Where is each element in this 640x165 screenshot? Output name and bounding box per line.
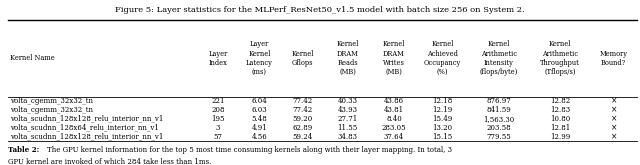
Text: 12.18: 12.18 [433,97,452,105]
Text: 10.80: 10.80 [550,115,570,123]
Text: 12.83: 12.83 [550,106,570,114]
Text: 43.86: 43.86 [384,97,404,105]
Text: 59.20: 59.20 [292,115,313,123]
Text: 43.93: 43.93 [338,106,358,114]
Text: Kernel Name: Kernel Name [10,54,54,62]
Text: 203.58: 203.58 [486,124,511,132]
Text: 1,563.30: 1,563.30 [483,115,514,123]
Text: 4.91: 4.91 [252,124,268,132]
Text: Kernel
Gflops: Kernel Gflops [292,50,314,67]
Text: volta_scudnn_128x64_relu_interior_nn_v1: volta_scudnn_128x64_relu_interior_nn_v1 [10,124,159,132]
Text: volta_cgemm_32x32_tn: volta_cgemm_32x32_tn [10,106,93,114]
Text: Figure 5: Layer statistics for the MLPerf_ResNet50_v1.5 model with batch size 25: Figure 5: Layer statistics for the MLPer… [115,6,525,14]
Text: 15.49: 15.49 [433,115,452,123]
Text: 6.03: 6.03 [252,106,268,114]
Text: 8.40: 8.40 [386,115,402,123]
Text: 15.15: 15.15 [433,133,452,141]
Text: 11.55: 11.55 [337,124,358,132]
Text: 195: 195 [211,115,225,123]
Text: 37.64: 37.64 [384,133,404,141]
Text: The GPU kernel information for the top 5 most time consuming kernels along with : The GPU kernel information for the top 5… [47,146,452,154]
Text: $\times$: $\times$ [610,123,618,132]
Text: volta_cgemm_32x32_tn: volta_cgemm_32x32_tn [10,97,93,105]
Text: 12.99: 12.99 [550,133,570,141]
Text: 12.82: 12.82 [550,97,570,105]
Text: $\times$: $\times$ [610,114,618,124]
Text: 4.56: 4.56 [252,133,268,141]
Text: 43.81: 43.81 [384,106,404,114]
Text: Layer
Index: Layer Index [209,50,228,67]
Text: $\times$: $\times$ [610,105,618,115]
Text: 13.20: 13.20 [433,124,452,132]
Text: 40.33: 40.33 [338,97,358,105]
Text: 34.83: 34.83 [338,133,358,141]
Text: 62.89: 62.89 [292,124,313,132]
Text: 77.42: 77.42 [292,97,313,105]
Text: 12.19: 12.19 [433,106,452,114]
Text: 841.59: 841.59 [486,106,511,114]
Text: Memory
Bound?: Memory Bound? [600,50,628,67]
Text: Kernel
DRAM
Reads
(MB): Kernel DRAM Reads (MB) [337,40,359,76]
Text: 208: 208 [211,106,225,114]
Text: 77.42: 77.42 [292,106,313,114]
Text: 5.48: 5.48 [252,115,268,123]
Text: GPU kernel are invoked of which 284 take less than 1ms.: GPU kernel are invoked of which 284 take… [8,158,211,165]
Text: $\times$: $\times$ [610,96,618,106]
Text: 12.81: 12.81 [550,124,570,132]
Text: Kernel
DRAM
Writes
(MB): Kernel DRAM Writes (MB) [383,40,405,76]
Text: volta_scudnn_128x128_relu_interior_nn_v1: volta_scudnn_128x128_relu_interior_nn_v1 [10,133,163,141]
Text: 57: 57 [214,133,223,141]
Text: Layer
Kernel
Latency
(ms): Layer Kernel Latency (ms) [246,40,273,76]
Text: 779.55: 779.55 [486,133,511,141]
Text: volta_scudnn_128x128_relu_interior_nn_v1: volta_scudnn_128x128_relu_interior_nn_v1 [10,115,163,123]
Text: 876.97: 876.97 [486,97,511,105]
Text: 27.71: 27.71 [337,115,358,123]
Text: 283.05: 283.05 [381,124,406,132]
Text: 59.24: 59.24 [292,133,313,141]
Text: Kernel
Arithmetic
Throughput
(Tflops/s): Kernel Arithmetic Throughput (Tflops/s) [540,40,580,76]
Text: $\times$: $\times$ [610,132,618,141]
Text: Kernel
Achieved
Occupancy
(%): Kernel Achieved Occupancy (%) [424,40,461,76]
Text: 6.04: 6.04 [252,97,268,105]
Text: 3: 3 [216,124,220,132]
Text: Kernel
Arithmetic
Intensity
(flops/byte): Kernel Arithmetic Intensity (flops/byte) [479,40,518,76]
Text: 221: 221 [211,97,225,105]
Text: Table 2:: Table 2: [8,146,39,154]
